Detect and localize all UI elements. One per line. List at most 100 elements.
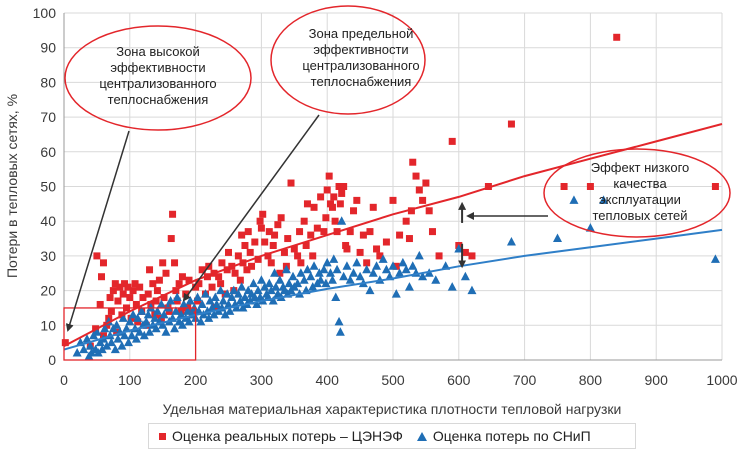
blue-triangle-point	[288, 271, 298, 281]
blue-triangle-point	[204, 313, 214, 322]
blue-triangle-point	[447, 282, 457, 291]
blue-triangle-point	[270, 268, 280, 277]
blue-triangle-point	[131, 334, 141, 343]
blue-triangle-point	[151, 323, 161, 333]
red-square-point	[280, 248, 288, 256]
blue-triangle-point	[414, 250, 424, 260]
blue-triangle-point	[220, 309, 230, 319]
blue-triangle-point	[209, 309, 219, 319]
red-square-point	[111, 280, 119, 288]
red-square-point	[259, 210, 267, 218]
red-square-point	[265, 228, 273, 236]
red-square-point	[254, 255, 262, 263]
blue-triangle-point	[133, 313, 143, 322]
blue-triangle-point	[401, 264, 411, 274]
blue-triangle-point	[256, 275, 266, 284]
blue-triangle-point	[372, 261, 382, 270]
blue-triangle-point	[227, 292, 237, 302]
blue-triangle-point	[184, 316, 194, 326]
red-square-point	[126, 294, 134, 302]
blue-triangle-point	[233, 289, 243, 298]
blue-triangle-point	[171, 306, 181, 315]
blue-triangle-point	[345, 275, 355, 284]
blue-triangle-point	[225, 306, 235, 315]
blue-triangle-point	[408, 261, 418, 270]
trend-line	[63, 123, 723, 347]
x-tick-label: 200	[184, 372, 208, 388]
red-square-point	[336, 200, 344, 208]
blue-triangle-point	[118, 313, 128, 322]
red-square-point	[277, 214, 285, 222]
y-tick-label: 0	[48, 352, 56, 368]
annotation-overlays: Зона высокойэффективностицентрализованно…	[63, 5, 731, 361]
red-square-point	[302, 241, 310, 249]
red-square-point	[217, 280, 225, 288]
blue-triangle-point	[314, 268, 324, 277]
red-square-point	[382, 238, 390, 246]
blue-triangle-point	[569, 195, 579, 204]
legend-square-marker	[159, 432, 166, 440]
red-square-point	[297, 259, 305, 267]
red-square-point	[340, 183, 348, 190]
blue-triangle-point	[240, 292, 250, 302]
blue-triangle-point	[158, 320, 168, 329]
blue-triangle-point	[205, 296, 215, 305]
red-square-point	[185, 276, 193, 284]
blue-triangle-point	[325, 268, 335, 277]
red-square-point	[61, 339, 69, 347]
red-square-point	[234, 252, 242, 260]
blue-triangle-point	[85, 341, 95, 350]
red-square-point	[290, 245, 298, 253]
scatter-chart: 0 100 200 300 400 500 600 700 800 900 1000 0 10 20 30…	[4, 5, 738, 417]
red-square-point	[287, 179, 295, 187]
blue-triangle-point	[163, 302, 173, 312]
red-square-point	[356, 248, 364, 256]
blue-triangle-point	[161, 327, 171, 336]
blue-triangle-point	[362, 264, 372, 274]
blue-triangle-point	[102, 341, 112, 350]
red-square-point	[153, 287, 161, 295]
blue-triangle-point	[183, 306, 193, 315]
ellipse-limit	[270, 5, 426, 115]
blue-triangle-point	[271, 282, 281, 291]
blue-triangle-point	[120, 330, 130, 340]
red-square-point	[328, 203, 336, 211]
red-square-point	[146, 266, 154, 274]
blue-triangle-point	[553, 233, 562, 243]
red-square-point	[169, 210, 177, 218]
blue-triangle-point	[97, 344, 107, 354]
blue-triangle-point	[322, 257, 332, 267]
red-square-point	[407, 207, 415, 215]
blue-triangle-point	[331, 292, 341, 302]
y-tick-label: 20	[40, 283, 56, 299]
blue-triangle-point	[398, 257, 408, 267]
y-tick-label: 40	[40, 213, 56, 229]
red-square-point	[215, 273, 223, 281]
red-square-point	[366, 228, 374, 236]
blue-triangle-point	[334, 316, 344, 326]
red-square-point	[171, 259, 179, 267]
legend-label-blue: Оценка потерь по СНиП	[432, 428, 591, 444]
x-axis-label: Удельная материальная характеристика пло…	[163, 401, 622, 417]
blue-triangle-point	[454, 243, 464, 253]
blue-triangle-point	[506, 237, 516, 246]
blue-triangle-point	[352, 257, 362, 267]
annotation-low-line: эксплуатации	[599, 192, 681, 207]
ellipse-low	[543, 148, 731, 238]
red-square-point	[152, 297, 160, 305]
red-square-point	[175, 280, 183, 288]
y-tick-label: 60	[40, 144, 56, 160]
red-square-point	[468, 252, 476, 260]
high-efficiency-box	[63, 307, 197, 361]
red-square-point	[412, 172, 420, 180]
blue-triangle-point	[327, 275, 337, 284]
red-square-point	[425, 207, 433, 215]
blue-triangle-point	[268, 296, 278, 305]
blue-triangle-point	[252, 299, 262, 308]
blue-triangle-point	[299, 275, 309, 284]
red-square-point	[276, 269, 284, 277]
blue-triangle-point	[308, 282, 318, 291]
blue-triangle-point	[177, 320, 187, 329]
red-square-point	[257, 224, 265, 232]
y-tick-label: 10	[40, 317, 56, 333]
